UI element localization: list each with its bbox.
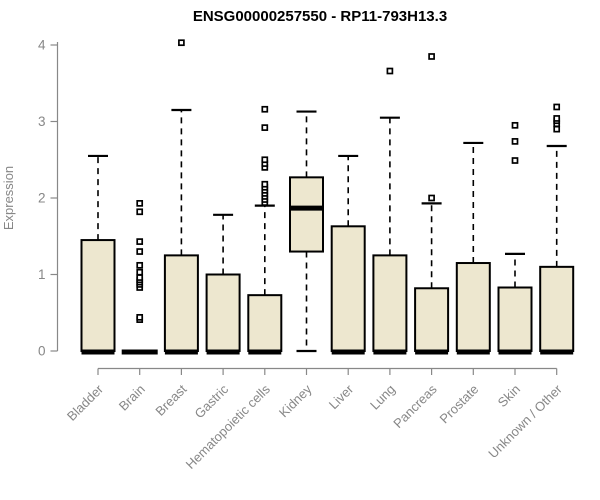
- x-tick-label: Skin: [495, 382, 523, 410]
- iqr-box: [539, 265, 575, 353]
- outlier-point: [261, 124, 269, 131]
- x-tick-label: Breast: [152, 381, 189, 418]
- x-tick-label: Kidney: [276, 381, 315, 420]
- y-axis-title: Expression: [1, 166, 16, 230]
- iqr-box: [414, 287, 450, 352]
- iqr-box: [372, 254, 408, 352]
- outlier-point: [553, 115, 561, 122]
- outlier-point: [136, 313, 144, 321]
- chart-title: ENSG00000257550 - RP11-793H13.3: [192, 8, 448, 25]
- iqr-box: [497, 286, 533, 353]
- y-tick-label: 3: [38, 114, 46, 129]
- iqr-box: [289, 176, 324, 253]
- outlier-point: [511, 138, 519, 145]
- outlier-point: [553, 103, 561, 111]
- iqr-box: [80, 239, 116, 352]
- outlier-point: [428, 194, 435, 202]
- y-tick-label: 4: [38, 38, 46, 53]
- outlier-point: [386, 67, 394, 75]
- outlier-point: [553, 125, 561, 133]
- outlier-point: [136, 238, 144, 245]
- y-tick-label: 1: [38, 267, 46, 282]
- outlier-point: [428, 53, 435, 60]
- outlier-point: [261, 156, 269, 164]
- outlier-point: [178, 39, 185, 47]
- outlier-point: [511, 157, 519, 164]
- iqr-box: [205, 273, 241, 352]
- x-tick-label: Lung: [367, 382, 398, 413]
- outlier-point: [136, 208, 144, 216]
- x-tick-label: Pancreas: [390, 381, 440, 431]
- outlier-point: [136, 248, 144, 255]
- outlier-point: [136, 274, 144, 281]
- x-tick-label: Gastric: [192, 381, 232, 421]
- x-tick-label: Liver: [326, 381, 357, 412]
- outlier-point: [511, 121, 519, 129]
- outlier-point: [136, 200, 144, 207]
- x-tick-label: Brain: [116, 382, 148, 414]
- y-tick-label: 2: [38, 191, 46, 206]
- outlier-point: [136, 261, 144, 269]
- iqr-box: [247, 294, 283, 352]
- outlier-point: [261, 105, 269, 113]
- y-tick-label: 0: [38, 344, 46, 359]
- outlier-point: [136, 268, 144, 276]
- iqr-box: [163, 254, 199, 352]
- iqr-box: [455, 262, 491, 352]
- x-tick-label: Prostate: [437, 382, 482, 427]
- outlier-point: [261, 180, 269, 188]
- x-tick-label: Unknown / Other: [485, 381, 565, 461]
- iqr-box: [330, 225, 366, 352]
- x-tick-label: Bladder: [64, 381, 107, 424]
